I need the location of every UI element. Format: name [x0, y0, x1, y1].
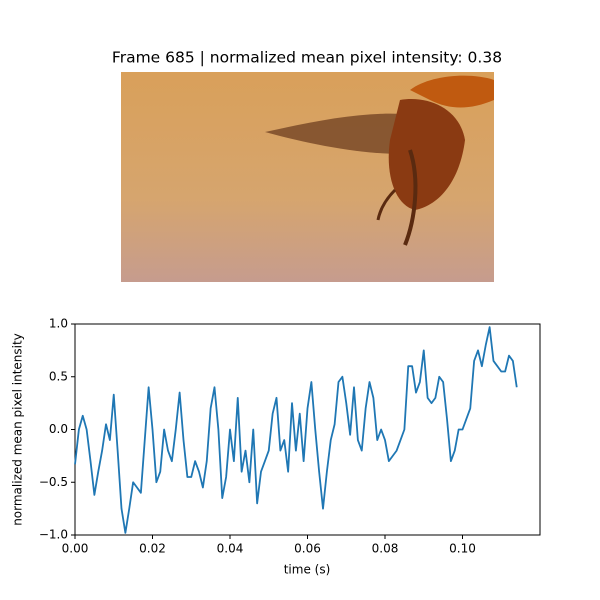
- x-tick-label: 0.02: [139, 542, 166, 556]
- x-tick-label: 0.04: [217, 542, 244, 556]
- data-line: [74, 326, 518, 534]
- x-tick-label: 0.06: [294, 542, 321, 556]
- x-axis-label: time (s): [284, 563, 331, 577]
- x-tick-label: 0.08: [372, 542, 399, 556]
- chart-title: Frame 685 | normalized mean pixel intens…: [112, 49, 502, 67]
- y-axis-label: normalized mean pixel intensity: [11, 333, 25, 526]
- frame-image: [121, 72, 494, 282]
- y-tick-label: −0.5: [39, 475, 68, 489]
- y-tick-label: −1.0: [39, 528, 68, 542]
- y-tick-label: 0.0: [49, 422, 68, 436]
- x-tick-label: 0.00: [62, 542, 89, 556]
- y-tick-label: 0.5: [49, 369, 68, 383]
- x-tick-label: 0.10: [449, 542, 476, 556]
- y-tick-label: 1.0: [49, 317, 68, 331]
